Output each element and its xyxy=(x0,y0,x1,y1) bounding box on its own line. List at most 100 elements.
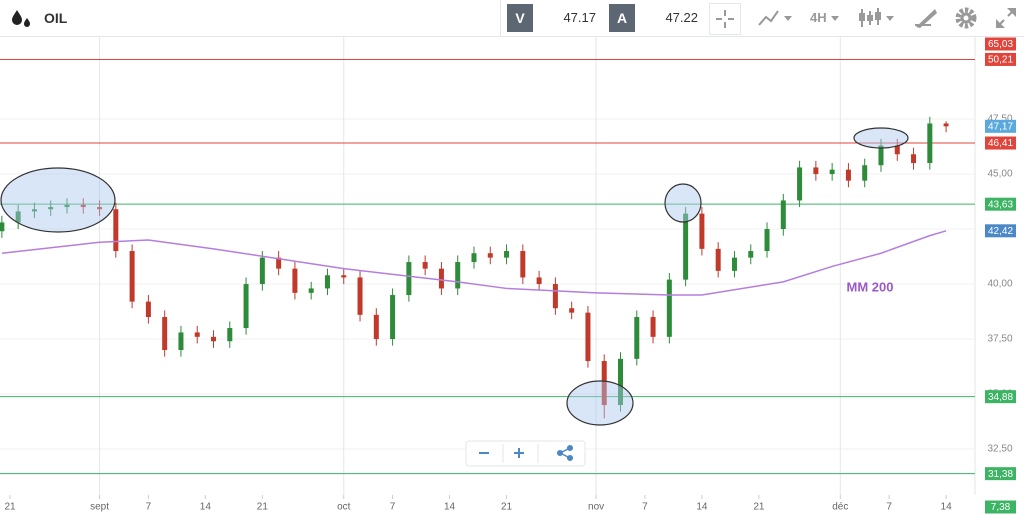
price-tag xyxy=(985,52,1016,66)
candle-body xyxy=(406,262,412,296)
candle-body xyxy=(0,222,5,232)
candle-body xyxy=(471,253,477,263)
candle-body xyxy=(715,248,721,271)
price-tag xyxy=(985,37,1016,51)
timeframe[interactable]: 4H xyxy=(810,10,827,25)
price-tag-label: 7,38 xyxy=(991,502,1011,513)
candle-body xyxy=(373,314,379,340)
candle-body xyxy=(194,332,200,337)
x-tick-label: 7 xyxy=(390,502,396,513)
zoom-controls xyxy=(465,440,586,467)
moving-average xyxy=(1,230,947,296)
candle-body xyxy=(341,275,347,278)
candle-body xyxy=(927,123,933,164)
candle-body xyxy=(911,154,917,164)
candle-body xyxy=(243,284,249,329)
candle-body xyxy=(634,317,640,359)
crosshair-button[interactable] xyxy=(709,3,741,35)
candle-body xyxy=(666,279,672,337)
y-tick-label: 47,50 xyxy=(987,114,1012,125)
candle-body xyxy=(748,251,754,258)
candle-body xyxy=(504,251,510,258)
settings-button[interactable] xyxy=(953,5,979,31)
price-tag-label: 42,42 xyxy=(988,226,1013,237)
price-tag xyxy=(985,390,1016,404)
x-tick-label: 14 xyxy=(941,502,953,513)
x-tick-label: 7 xyxy=(886,502,892,513)
x-tick-label: oct xyxy=(337,502,351,513)
candle-body xyxy=(618,358,624,406)
candle-body xyxy=(259,257,265,285)
toolbar: OIL V 47.17 A 47.22 4H xyxy=(0,0,1024,37)
highlight-ellipse xyxy=(0,167,116,233)
candle-body xyxy=(845,169,851,181)
price-tag xyxy=(985,197,1016,211)
candle-body xyxy=(780,200,786,230)
buy-button[interactable]: A xyxy=(609,4,635,32)
candle-body xyxy=(324,275,330,289)
share-button[interactable] xyxy=(556,444,574,462)
candle-body xyxy=(64,204,70,208)
symbol[interactable]: OIL xyxy=(44,10,68,26)
candle-body xyxy=(487,253,493,258)
price-tag-label: 34,88 xyxy=(988,392,1013,403)
fullscreen-button[interactable] xyxy=(993,5,1019,31)
y-tick-label: 40,00 xyxy=(987,279,1012,290)
price-tags: 32,5035,0037,5040,0042,5045,0047,5065,03… xyxy=(985,37,1016,514)
candle-body xyxy=(536,277,542,285)
highlight-ellipse xyxy=(664,183,702,223)
candle-body xyxy=(31,209,37,212)
candle-body xyxy=(520,251,526,278)
candle-body xyxy=(15,211,21,223)
candle-body xyxy=(162,317,168,351)
candle-body xyxy=(357,277,363,315)
price-tag xyxy=(985,224,1016,238)
candle-body xyxy=(48,207,54,210)
zoom-panel xyxy=(465,440,586,467)
price-tag-label: 46,41 xyxy=(988,138,1013,149)
y-tick-label: 45,00 xyxy=(987,169,1012,180)
timeframe-dropdown[interactable] xyxy=(829,3,841,33)
sell-button[interactable]: V xyxy=(507,4,533,32)
candle-body xyxy=(178,332,184,351)
x-tick-label: 21 xyxy=(501,502,513,513)
candle-body xyxy=(145,301,151,318)
x-tick-label: 21 xyxy=(257,502,269,513)
x-tick-label: nov xyxy=(588,502,604,513)
candle-body xyxy=(569,308,575,313)
candle-body xyxy=(438,268,444,289)
candle-body xyxy=(276,257,282,269)
zoom-in[interactable] xyxy=(514,448,524,458)
annotations xyxy=(0,127,909,426)
candle-body xyxy=(129,251,135,302)
price-tag xyxy=(985,136,1016,150)
x-tick-label: 7 xyxy=(146,502,152,513)
candle-body xyxy=(390,295,396,340)
x-tick-label: 21 xyxy=(4,502,16,513)
candle-body xyxy=(585,312,591,362)
candle-body xyxy=(650,317,656,337)
candle-body xyxy=(211,336,217,342)
candle-body xyxy=(422,262,428,269)
buy-price: 47.22 xyxy=(665,10,698,25)
x-tick-label: 21 xyxy=(753,502,765,513)
x-tick-label: 14 xyxy=(696,502,708,513)
chart-type-button[interactable] xyxy=(756,3,796,33)
x-tick-label: déc xyxy=(832,502,848,513)
candle-body xyxy=(797,167,803,201)
price-tag xyxy=(985,500,1016,514)
y-tick-label: 32,50 xyxy=(987,444,1012,455)
symbol-icon xyxy=(12,10,30,27)
candle-style-button[interactable] xyxy=(856,3,898,33)
candle-body xyxy=(80,204,86,208)
x-tick-label: sept xyxy=(90,502,109,513)
divider xyxy=(500,0,501,36)
price-tag xyxy=(985,467,1016,481)
x-axis: 21 sept 7 14 21 oct 7 14 21 nov 7 14 21 déc 7 14 xyxy=(4,495,952,513)
price-axis xyxy=(975,37,1024,515)
candle-body xyxy=(894,145,900,155)
drawing-tools-button[interactable] xyxy=(911,3,941,33)
candle-body xyxy=(699,213,705,249)
